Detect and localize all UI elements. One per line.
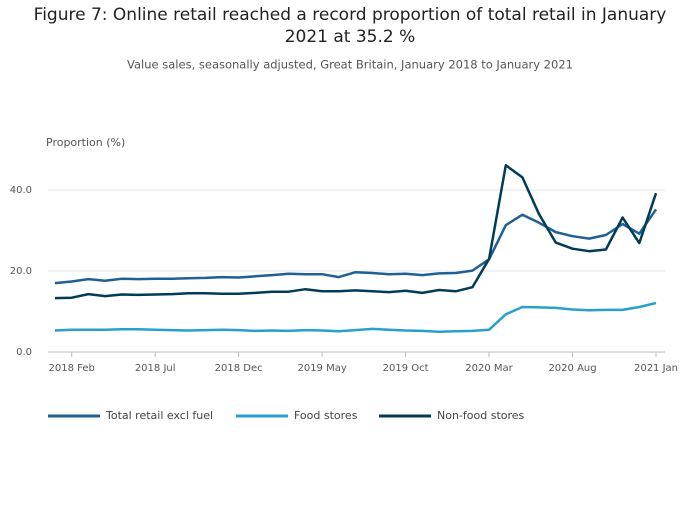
legend-label: Food stores (294, 409, 358, 422)
series-line (54, 208, 658, 285)
legend-label: Total retail excl fuel (105, 409, 213, 422)
x-tick-label: 2021 Jan (634, 363, 678, 374)
x-tick-label: 2018 Dec (215, 363, 263, 374)
x-tick-label: 2019 May (297, 363, 346, 374)
y-tick-label: 40.0 (10, 185, 32, 196)
chart-title: Figure 7: Online retail reached a record… (33, 5, 667, 47)
chart-subtitle: Value sales, seasonally adjusted, Great … (127, 58, 573, 72)
x-tick-label: 2018 Jul (135, 363, 176, 374)
title-box: Figure 7: Online retail reached a record… (33, 5, 667, 47)
x-tick-label: 2019 Oct (383, 363, 429, 374)
x-tick-label: 2020 Mar (465, 363, 513, 374)
legend-label: Non-food stores (437, 409, 525, 422)
x-tick-label: 2018 Feb (49, 363, 95, 374)
series-line (54, 301, 657, 334)
series-line (54, 164, 658, 300)
y-axis-label: Proportion (%) (46, 136, 125, 149)
y-tick-label: 0.0 (16, 347, 32, 358)
y-tick-label: 20.0 (10, 266, 32, 277)
x-tick-label: 2020 Aug (548, 363, 596, 374)
